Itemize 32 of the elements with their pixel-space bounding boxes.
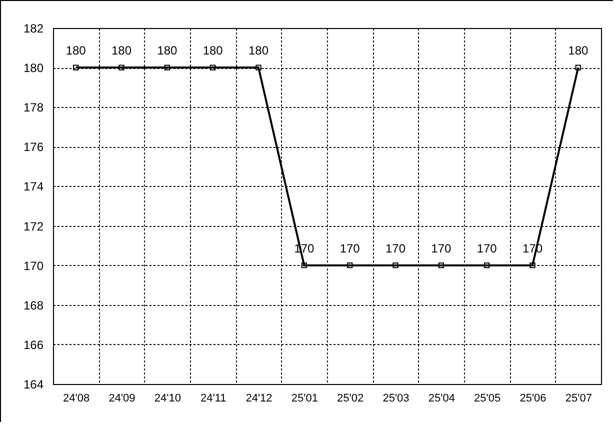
- y-tick-label: 176: [23, 140, 44, 154]
- x-tick-label: 25'04: [428, 392, 455, 404]
- data-label: 170: [476, 241, 498, 256]
- x-tick-label: 25'01: [291, 392, 318, 404]
- x-tick-label: 24'08: [63, 392, 90, 404]
- x-tick-label: 25'06: [520, 392, 546, 404]
- data-label: 180: [111, 44, 132, 58]
- y-tick-label: 164: [23, 378, 44, 392]
- data-label: 170: [385, 241, 406, 256]
- data-label: 180: [248, 44, 269, 58]
- x-tick-label: 25'07: [565, 392, 592, 404]
- data-label: 180: [202, 44, 224, 58]
- y-tick-label: 182: [23, 22, 44, 36]
- x-tick-label: 24'09: [108, 392, 136, 404]
- y-tick-label: 172: [23, 219, 44, 234]
- x-tick-label: 24'10: [154, 392, 181, 404]
- y-tick-label: 178: [23, 100, 44, 115]
- x-tick-label: 24'12: [246, 392, 272, 404]
- data-label: 170: [340, 241, 360, 256]
- x-tick-label: 25'05: [474, 392, 501, 404]
- data-label: 180: [568, 44, 588, 58]
- y-tick-label: 166: [23, 338, 44, 352]
- x-tick-label: 25'03: [382, 392, 410, 404]
- y-tick-label: 170: [23, 258, 44, 273]
- y-tick-label: 168: [23, 298, 44, 312]
- y-tick-label: 174: [23, 180, 44, 194]
- data-label: 170: [431, 241, 452, 256]
- y-tick-label: 180: [23, 61, 44, 76]
- x-tick-label: 24'11: [200, 392, 226, 404]
- data-label: 180: [157, 44, 178, 58]
- data-label: 180: [66, 44, 86, 58]
- x-tick-label: 25'02: [337, 392, 364, 404]
